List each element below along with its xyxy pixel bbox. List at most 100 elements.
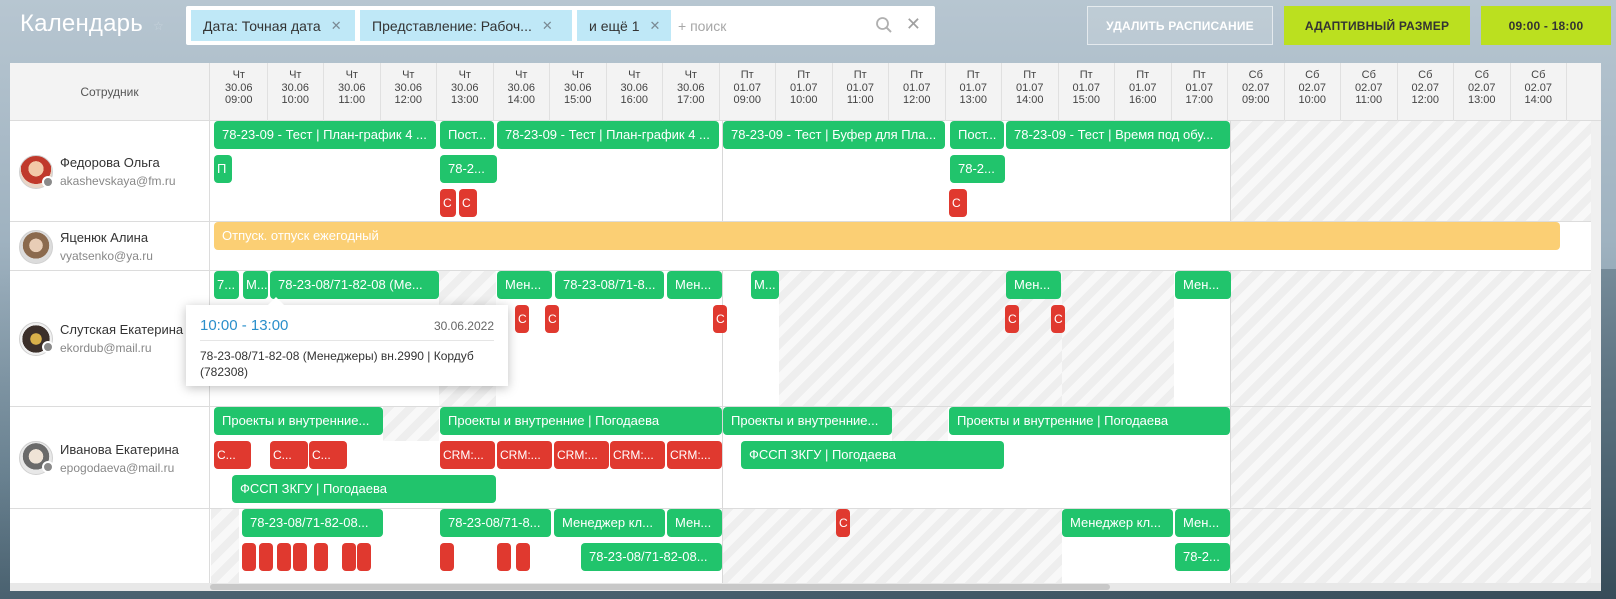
schedule-body: Федорова Ольга akashevskaya@fm.ru 78-23-…	[10, 121, 1601, 591]
filter-chip-view[interactable]: Представление: Рабоч... ✕	[360, 10, 572, 41]
clear-search-icon[interactable]: ✕	[905, 14, 921, 34]
favorite-star-icon[interactable]: ☆	[153, 19, 164, 33]
event[interactable]: С	[949, 189, 967, 217]
event[interactable]: С...	[309, 441, 347, 469]
event[interactable]: CRM:...	[440, 441, 495, 469]
chip-remove-icon[interactable]: ✕	[649, 17, 661, 33]
event-marker[interactable]	[259, 543, 273, 571]
search-icon[interactable]	[875, 16, 893, 34]
vacation-event[interactable]: Отпуск. отпуск ежегодный	[214, 222, 1560, 250]
event[interactable]: Проекты и внутренние | Погодаева	[440, 407, 722, 435]
event-marker[interactable]	[293, 543, 307, 571]
hour-column-header: Чт 30.06 15:00	[550, 63, 607, 121]
event[interactable]: М...	[243, 271, 268, 299]
employee-cell[interactable]: Иванова Екатерина epogodaeva@mail.ru	[10, 407, 210, 508]
event[interactable]: Мен...	[667, 271, 722, 299]
event[interactable]: Проекты и внутренние | Погодаева	[949, 407, 1230, 435]
event[interactable]: ФССП ЗКГУ | Погодаева	[232, 475, 496, 503]
weekday-label: Чт	[515, 69, 528, 81]
event[interactable]: 78-23-08/71-82-08...	[581, 543, 722, 571]
event-marker[interactable]	[242, 543, 256, 571]
event[interactable]: 78-23-08/71-8...	[555, 271, 664, 299]
chip-remove-icon[interactable]: ✕	[330, 17, 342, 33]
event[interactable]: Мен...	[667, 509, 722, 537]
event[interactable]: Менеджер кл...	[554, 509, 665, 537]
time-label: 13:00	[1467, 94, 1496, 106]
filter-bar[interactable]: Дата: Точная дата ✕ Представление: Рабоч…	[186, 6, 935, 45]
event-marker[interactable]	[516, 543, 530, 571]
event[interactable]: CRM:...	[667, 441, 722, 469]
work-hours-button[interactable]: 09:00 - 18:00	[1481, 6, 1611, 45]
filter-chip-label: и ещё 1	[589, 17, 640, 34]
event[interactable]: 78-23-09 - Тест | Буфер для Пла...	[723, 121, 945, 149]
event[interactable]: CRM:...	[610, 441, 665, 469]
event-marker[interactable]	[497, 543, 511, 571]
employee-cell[interactable]: Яценюк Алина vyatsenko@ya.ru	[10, 222, 210, 270]
event[interactable]: Пост...	[950, 121, 1004, 149]
filter-chip-date[interactable]: Дата: Точная дата ✕	[191, 10, 355, 41]
event[interactable]: 7...	[214, 271, 239, 299]
event[interactable]: CRM:...	[554, 441, 609, 469]
hour-column-header: Чт 30.06 11:00	[324, 63, 381, 121]
event[interactable]: Пост...	[440, 121, 494, 149]
event[interactable]: Мен...	[1175, 271, 1231, 299]
event[interactable]: С	[713, 305, 727, 333]
event-marker[interactable]	[357, 543, 371, 571]
date-label: 02.07	[1411, 81, 1440, 94]
event[interactable]: Мен...	[497, 271, 552, 299]
day-divider	[722, 271, 723, 406]
event[interactable]: С	[459, 189, 477, 217]
event[interactable]: М...	[751, 271, 779, 299]
status-dot-icon	[42, 176, 54, 188]
event-tooltip: 10:00 - 13:00 30.06.2022 78-23-08/71-82-…	[186, 297, 508, 386]
event[interactable]: С	[1005, 305, 1019, 333]
event[interactable]: Проекты и внутренние...	[723, 407, 892, 435]
event[interactable]: CRM:...	[497, 441, 552, 469]
employee-cell[interactable]	[10, 509, 210, 591]
event[interactable]: Мен...	[1175, 509, 1230, 537]
search-input[interactable]	[678, 17, 858, 34]
event[interactable]: 78-23-08/71-82-08...	[242, 509, 383, 537]
non-working-zone	[722, 509, 1062, 591]
hour-column-header: Сб 02.07 10:00	[1285, 63, 1341, 121]
event[interactable]: 78-23-09 - Тест | План-график 4 ...	[497, 121, 719, 149]
employee-cell[interactable]: Федорова Ольга akashevskaya@fm.ru	[10, 121, 210, 221]
event[interactable]: П	[214, 155, 232, 183]
event[interactable]: С	[515, 305, 529, 333]
adaptive-size-button[interactable]: АДАПТИВНЫЙ РАЗМЕР	[1284, 6, 1470, 45]
event[interactable]: С	[1051, 305, 1065, 333]
event[interactable]: С	[836, 509, 850, 537]
event[interactable]: 78-2...	[440, 155, 497, 183]
date-label: 01.07	[789, 81, 818, 94]
event-marker[interactable]	[440, 543, 454, 571]
event[interactable]: 78-23-09 - Тест | Время под обу...	[1006, 121, 1230, 149]
event[interactable]: Менеджер кл...	[1062, 509, 1173, 537]
event-marker[interactable]	[342, 543, 356, 571]
event[interactable]: С...	[270, 441, 308, 469]
event-marker[interactable]	[314, 543, 328, 571]
event[interactable]: 78-2...	[1175, 543, 1230, 571]
date-label: 30.06	[394, 81, 423, 94]
event[interactable]: ФССП ЗКГУ | Погодаева	[741, 441, 1004, 469]
employee-column-header[interactable]: Сотрудник	[10, 63, 210, 121]
vertical-scrollbar[interactable]	[1591, 121, 1601, 591]
event[interactable]: С	[440, 189, 456, 217]
horizontal-scrollbar-thumb[interactable]	[210, 584, 1110, 590]
chip-remove-icon[interactable]: ✕	[541, 17, 553, 33]
time-label: 10:00	[789, 94, 818, 106]
event[interactable]: 78-23-09 - Тест | План-график 4 ...	[214, 121, 436, 149]
employee-cell[interactable]: Слутская Екатерина ekordub@mail.ru	[10, 271, 210, 406]
weekday-label: Сб	[1305, 69, 1320, 81]
event[interactable]: С...	[214, 441, 251, 469]
event-marker[interactable]	[277, 543, 291, 571]
event[interactable]: Проекты и внутренние...	[214, 407, 383, 435]
event[interactable]: 78-2...	[950, 155, 1005, 183]
date-label: 30.06	[507, 81, 536, 94]
hour-column-header: Пт 01.07 12:00	[889, 63, 946, 121]
filter-chip-more[interactable]: и ещё 1 ✕	[577, 10, 671, 41]
event[interactable]: 78-23-08/71-82-08 (Ме...	[270, 271, 439, 299]
delete-schedule-button[interactable]: УДАЛИТЬ РАСПИСАНИЕ	[1087, 6, 1273, 45]
event[interactable]: Мен...	[1006, 271, 1061, 299]
event[interactable]: 78-23-08/71-8...	[440, 509, 551, 537]
event[interactable]: С	[545, 305, 559, 333]
